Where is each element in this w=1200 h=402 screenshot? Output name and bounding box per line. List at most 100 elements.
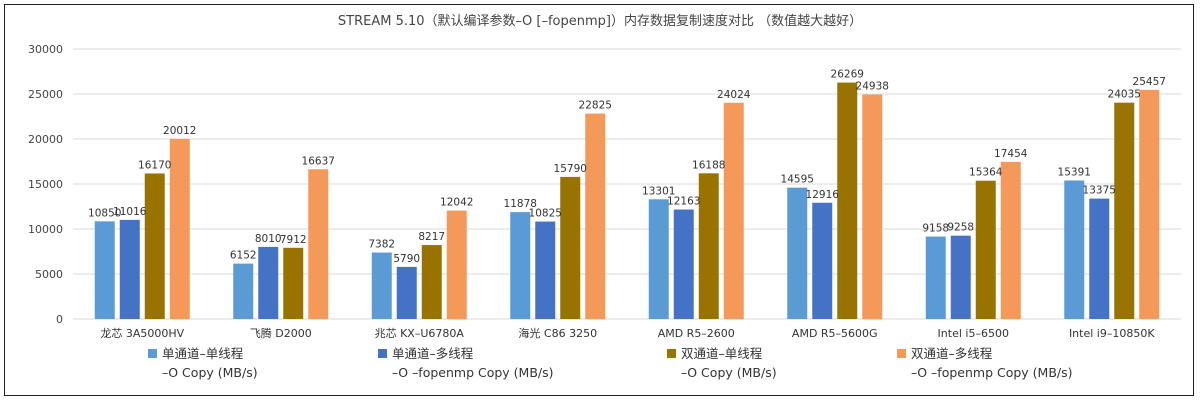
- bar: [396, 266, 417, 319]
- bar: [925, 236, 946, 319]
- data-label: 16188: [692, 159, 725, 171]
- data-label: 14595: [781, 174, 814, 186]
- legend-label-line1: 单通道–多线程: [392, 346, 474, 361]
- bar: [1000, 161, 1021, 319]
- y-tick-label: 25000: [28, 88, 63, 101]
- bar-chart: STREAM 5.10（默认编译参数–O [–fopenmp]）内存数据复制速度…: [28, 13, 1181, 380]
- bar: [975, 180, 996, 319]
- chart-title: STREAM 5.10（默认编译参数–O [–fopenmp]）内存数据复制速度…: [338, 13, 862, 29]
- category-label: Intel i5–6500: [938, 327, 1009, 340]
- data-label: 26269: [831, 69, 864, 81]
- data-label: 11016: [113, 206, 147, 218]
- legend-label-line2: –O –fopenmp Copy (MB/s): [392, 365, 554, 380]
- data-label: 24035: [1108, 89, 1141, 101]
- category-label: 龙芯 3A5000HV: [100, 326, 184, 340]
- data-label: 20012: [163, 125, 196, 137]
- data-label: 15391: [1058, 166, 1091, 178]
- y-tick-label: 10000: [28, 223, 63, 236]
- data-label: 6152: [230, 250, 257, 262]
- bar: [258, 246, 279, 319]
- data-label: 9158: [922, 223, 949, 235]
- legend-label-line2: –O –fopenmp Copy (MB/s): [911, 365, 1073, 380]
- data-label: 22825: [579, 100, 612, 112]
- category-label: 海光 C86 3250: [518, 326, 597, 340]
- legend-swatch: [148, 349, 157, 358]
- bar: [510, 212, 531, 319]
- legend: 单通道–单线程 –O Copy (MB/s) 单通道–多线程 –O –fopenmp …: [148, 346, 1073, 380]
- legend-label-line1: 双通道–单线程: [681, 346, 763, 361]
- data-label: 24024: [717, 89, 751, 101]
- bar: [560, 176, 581, 319]
- bar: [723, 102, 744, 319]
- bar: [698, 173, 719, 319]
- data-label: 17454: [994, 148, 1028, 160]
- data-label: 12042: [440, 197, 473, 209]
- category-label: 兆芯 KX–U6780A: [375, 326, 465, 340]
- bars: [94, 82, 1160, 320]
- data-label: 8010: [255, 233, 282, 245]
- category-label: 飞腾 D2000: [250, 326, 312, 340]
- data-label: 12163: [667, 196, 700, 208]
- x-axis-categories: 龙芯 3A5000HV 飞腾 D2000 兆芯 KX–U6780A 海光 C86 32…: [100, 326, 1155, 340]
- bar: [283, 247, 304, 319]
- data-label: 16170: [138, 159, 171, 171]
- gridlines: [73, 48, 1181, 320]
- bar: [585, 113, 606, 319]
- data-label: 13301: [642, 185, 675, 197]
- category-label: AMD R5–5600G: [792, 327, 878, 340]
- data-label: 24938: [856, 81, 889, 93]
- category-label: AMD R5–2600: [658, 327, 735, 340]
- bar: [94, 221, 115, 319]
- y-tick-label: 30000: [28, 43, 63, 56]
- data-label: 15364: [969, 167, 1003, 179]
- data-label: 16637: [302, 155, 335, 167]
- legend-item: 双通道–单线程 –O Copy (MB/s): [667, 346, 777, 380]
- bar: [1139, 89, 1160, 320]
- bar: [673, 209, 694, 319]
- legend-label-line1: 双通道–多线程: [911, 346, 993, 361]
- data-label: 13375: [1083, 185, 1116, 197]
- data-label: 7912: [280, 234, 307, 246]
- bar: [169, 138, 190, 319]
- bar: [1089, 198, 1110, 319]
- data-label: 7382: [368, 239, 395, 251]
- data-label: 12916: [806, 189, 840, 201]
- bar: [648, 199, 669, 319]
- bar: [421, 245, 442, 319]
- data-label: 25457: [1133, 76, 1166, 88]
- bar: [446, 210, 467, 319]
- y-tick-label: 15000: [28, 178, 63, 191]
- legend-item: 单通道–单线程 –O Copy (MB/s): [148, 346, 258, 380]
- legend-label-line2: –O Copy (MB/s): [681, 365, 777, 380]
- data-label: 5790: [393, 253, 420, 265]
- legend-item: 双通道–多线程 –O –fopenmp Copy (MB/s): [897, 346, 1073, 380]
- y-tick-label: 0: [56, 313, 63, 326]
- bar: [308, 169, 329, 319]
- y-tick-label: 20000: [28, 133, 63, 146]
- bar: [371, 252, 392, 319]
- bar: [119, 219, 140, 319]
- category-label: Intel i9–10850K: [1069, 327, 1155, 340]
- bar: [837, 82, 858, 319]
- y-tick-label: 5000: [35, 268, 63, 281]
- legend-swatch: [667, 349, 676, 358]
- bar: [1064, 180, 1085, 319]
- data-label: 11878: [504, 198, 537, 210]
- legend-label-line2: –O Copy (MB/s): [162, 365, 258, 380]
- legend-item: 单通道–多线程 –O –fopenmp Copy (MB/s): [378, 346, 554, 380]
- bar: [787, 187, 808, 319]
- bar: [812, 202, 833, 319]
- bar: [950, 235, 971, 319]
- bar: [1114, 102, 1135, 319]
- y-axis-ticks: 0 5000 10000 15000 20000 25000 30000: [28, 43, 63, 326]
- legend-label-line1: 单通道–单线程: [162, 346, 244, 361]
- legend-swatch: [378, 349, 387, 358]
- data-label: 8217: [418, 231, 445, 243]
- data-label: 9258: [947, 222, 974, 234]
- bar: [535, 221, 556, 319]
- bar: [144, 173, 165, 319]
- data-label: 10825: [529, 208, 562, 220]
- data-label: 15790: [554, 163, 587, 175]
- legend-swatch: [897, 349, 906, 358]
